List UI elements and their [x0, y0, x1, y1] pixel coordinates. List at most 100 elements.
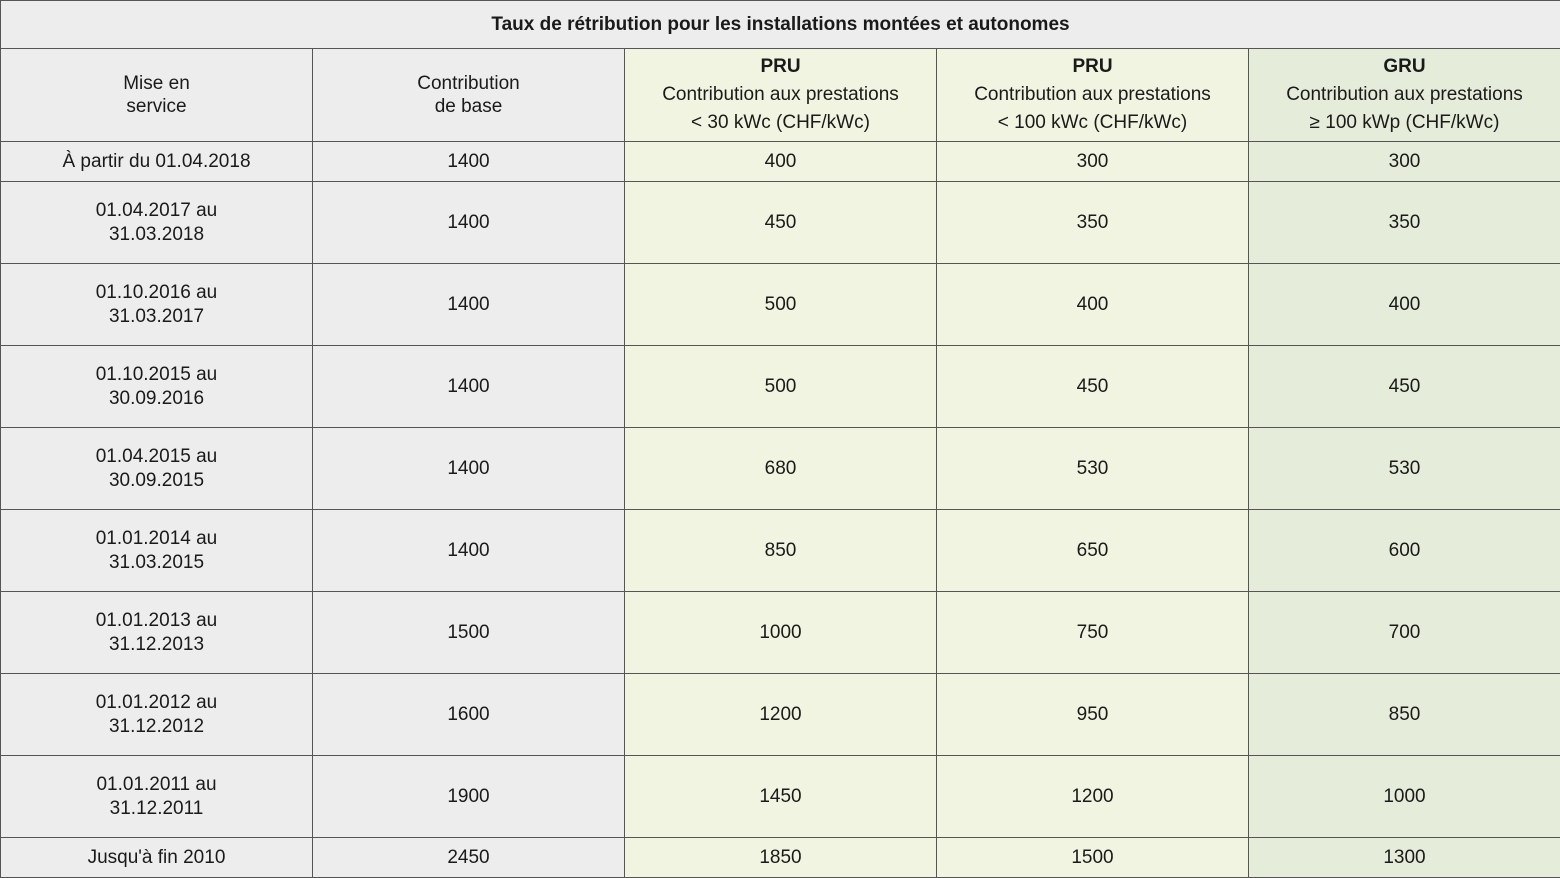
cell-period: 01.04.2017 au 31.03.2018 [0, 181, 313, 264]
cell-pru-100: 350 [936, 181, 1249, 264]
cell-pru-30: 400 [624, 141, 937, 182]
cell-contribution-de-base: 1400 [312, 141, 625, 182]
cell-period: 01.01.2014 au 31.03.2015 [0, 509, 313, 592]
cell-period: À partir du 01.04.2018 [0, 141, 313, 182]
header-pru-100: PRU Contribution aux prestations < 100 kWc… [936, 48, 1249, 142]
cell-period: 01.10.2016 au 31.03.2017 [0, 263, 313, 346]
cell-pru-30: 500 [624, 263, 937, 346]
period-line: 31.03.2018 [108, 223, 205, 245]
period-line: 30.09.2015 [108, 469, 205, 491]
cell-gru-100: 1000 [1248, 755, 1560, 838]
header-text-line: Mise en [123, 73, 190, 94]
cell-pru-30: 1000 [624, 591, 937, 674]
cell-period: 01.01.2013 au 31.12.2013 [0, 591, 313, 674]
header-row: Mise en service Contribution de base PRU Cont… [0, 48, 1560, 142]
table-title: Taux de rétribution pour les installatio… [0, 0, 1560, 49]
cell-gru-100: 600 [1248, 509, 1560, 592]
period-line: 01.04.2017 au [95, 199, 218, 221]
header-text-line: ≥ 100 kWp (CHF/kWc) [1309, 112, 1500, 133]
header-pru-30: PRU Contribution aux prestations < 30 kWc … [624, 48, 937, 142]
cell-contribution-de-base: 1400 [312, 263, 625, 346]
cell-pru-100: 750 [936, 591, 1249, 674]
table-row: À partir du 01.04.2018 1400 400 300 300 [0, 141, 1560, 182]
cell-contribution-de-base: 1400 [312, 509, 625, 592]
cell-pru-100: 530 [936, 427, 1249, 510]
cell-pru-100: 1200 [936, 755, 1249, 838]
cell-gru-100: 400 [1248, 263, 1560, 346]
header-group-label: GRU [1383, 56, 1426, 77]
cell-pru-30: 500 [624, 345, 937, 428]
header-text-line: de base [434, 96, 503, 117]
header-group-label: PRU [760, 56, 801, 77]
cell-period: 01.04.2015 au 30.09.2015 [0, 427, 313, 510]
period-line: 31.12.2011 [109, 797, 204, 819]
header-text-line: Contribution aux prestations [662, 84, 899, 105]
cell-contribution-de-base: 1900 [312, 755, 625, 838]
cell-gru-100: 300 [1248, 141, 1560, 182]
cell-pru-100: 400 [936, 263, 1249, 346]
cell-gru-100: 530 [1248, 427, 1560, 510]
cell-contribution-de-base: 2450 [312, 837, 625, 878]
table-row: 01.10.2015 au 30.09.2016 1400 500 450 450 [0, 345, 1560, 428]
period-line: 31.03.2017 [108, 305, 205, 327]
period-line: 01.01.2011 au [96, 773, 217, 795]
period-line: 31.12.2013 [108, 633, 205, 655]
cell-pru-30: 680 [624, 427, 937, 510]
cell-pru-100: 1500 [936, 837, 1249, 878]
cell-pru-100: 650 [936, 509, 1249, 592]
cell-contribution-de-base: 1600 [312, 673, 625, 756]
table-body: À partir du 01.04.2018 1400 400 300 300 01.04… [0, 141, 1560, 878]
cell-period: Jusqu'à fin 2010 [0, 837, 313, 878]
header-text-line: Contribution [417, 73, 520, 94]
cell-contribution-de-base: 1500 [312, 591, 625, 674]
header-group-label: PRU [1072, 56, 1113, 77]
header-gru-100: GRU Contribution aux prestations ≥ 100 kWp… [1248, 48, 1560, 142]
period-line: 01.01.2012 au [95, 691, 218, 713]
header-text-line: Contribution aux prestations [1286, 84, 1523, 105]
period-line: 31.12.2012 [108, 715, 205, 737]
cell-pru-30: 1450 [624, 755, 937, 838]
cell-pru-100: 450 [936, 345, 1249, 428]
period-line: À partir du 01.04.2018 [62, 150, 251, 172]
period-line: 01.01.2013 au [95, 609, 218, 631]
period-line: 01.01.2014 au [95, 527, 218, 549]
table-row: 01.10.2016 au 31.03.2017 1400 500 400 400 [0, 263, 1560, 346]
cell-contribution-de-base: 1400 [312, 345, 625, 428]
cell-pru-100: 950 [936, 673, 1249, 756]
cell-pru-30: 450 [624, 181, 937, 264]
cell-gru-100: 450 [1248, 345, 1560, 428]
period-line: 01.10.2016 au [95, 281, 218, 303]
table-row: 01.04.2017 au 31.03.2018 1400 450 350 350 [0, 181, 1560, 264]
header-text-line: service [126, 96, 187, 117]
header-mise-en-service: Mise en service [0, 48, 313, 142]
cell-period: 01.01.2012 au 31.12.2012 [0, 673, 313, 756]
period-line: Jusqu'à fin 2010 [87, 846, 226, 868]
header-text-line: Contribution aux prestations [974, 84, 1211, 105]
cell-pru-100: 300 [936, 141, 1249, 182]
header-text-line: < 30 kWc (CHF/kWc) [691, 112, 870, 133]
table-row: 01.01.2012 au 31.12.2012 1600 1200 950 850 [0, 673, 1560, 756]
cell-contribution-de-base: 1400 [312, 181, 625, 264]
table-row: 01.04.2015 au 30.09.2015 1400 680 530 530 [0, 427, 1560, 510]
cell-gru-100: 350 [1248, 181, 1560, 264]
table-row: 01.01.2013 au 31.12.2013 1500 1000 750 700 [0, 591, 1560, 674]
cell-pru-30: 850 [624, 509, 937, 592]
cell-gru-100: 700 [1248, 591, 1560, 674]
table-row: 01.01.2011 au 31.12.2011 1900 1450 1200 1000 [0, 755, 1560, 838]
period-line: 31.03.2015 [108, 551, 205, 573]
cell-pru-30: 1200 [624, 673, 937, 756]
cell-gru-100: 850 [1248, 673, 1560, 756]
header-contribution-de-base: Contribution de base [312, 48, 625, 142]
cell-period: 01.01.2011 au 31.12.2011 [0, 755, 313, 838]
header-text-line: < 100 kWc (CHF/kWc) [997, 112, 1188, 133]
table-row: Jusqu'à fin 2010 2450 1850 1500 1300 [0, 837, 1560, 878]
cell-contribution-de-base: 1400 [312, 427, 625, 510]
table-row: 01.01.2014 au 31.03.2015 1400 850 650 600 [0, 509, 1560, 592]
period-line: 01.10.2015 au [95, 363, 218, 385]
cell-period: 01.10.2015 au 30.09.2016 [0, 345, 313, 428]
period-line: 30.09.2016 [108, 387, 205, 409]
cell-gru-100: 1300 [1248, 837, 1560, 878]
period-line: 01.04.2015 au [95, 445, 218, 467]
cell-pru-30: 1850 [624, 837, 937, 878]
